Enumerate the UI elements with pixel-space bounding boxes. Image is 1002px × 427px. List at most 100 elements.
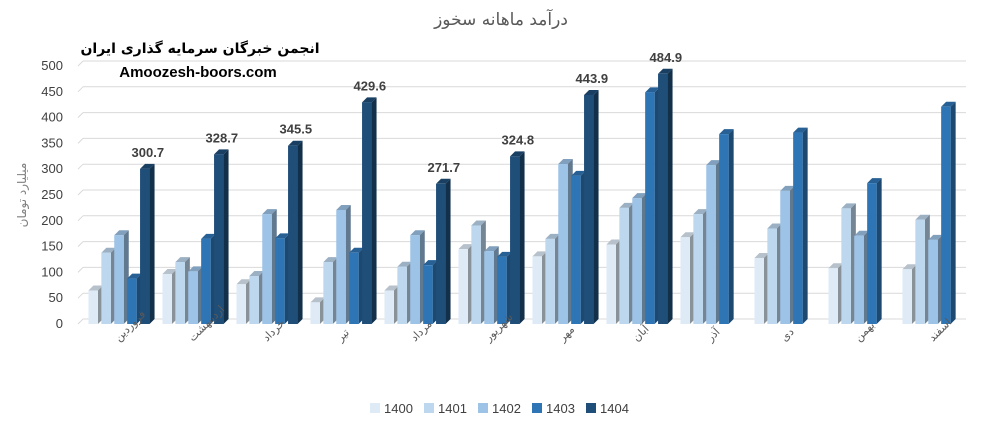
bar (423, 260, 438, 324)
bar (902, 264, 917, 324)
gridline (77, 241, 84, 247)
y-tick-label: 500 (41, 58, 63, 73)
legend-item: 1400 (370, 401, 413, 416)
bar (915, 214, 930, 324)
bar (310, 297, 325, 324)
bar (484, 246, 499, 324)
data-label: 300.7 (132, 145, 165, 160)
bar (262, 209, 277, 324)
x-tick-label: آذر (703, 324, 724, 345)
y-tick-label: 350 (41, 135, 63, 150)
legend-label: 1400 (384, 401, 413, 416)
bar (841, 203, 856, 324)
chart-title: درآمد ماهانه سخوز (433, 8, 568, 30)
bar (384, 285, 399, 324)
y-tick-label: 0 (56, 316, 63, 331)
bar (693, 209, 708, 324)
bar (236, 279, 251, 324)
legend-item: 1401 (424, 401, 467, 416)
bar (706, 160, 721, 324)
bar (532, 251, 547, 324)
bar (680, 232, 695, 324)
bar (323, 257, 338, 324)
bar (188, 266, 203, 324)
y-tick-label: 450 (41, 84, 63, 99)
bar (397, 261, 412, 324)
legend-label: 1404 (600, 401, 629, 416)
bar (606, 239, 621, 324)
bar (767, 223, 782, 324)
bar (928, 234, 943, 324)
legend-swatch (532, 403, 542, 413)
gridline (77, 138, 84, 144)
bar (941, 101, 956, 324)
data-label: 328.7 (206, 130, 239, 145)
gridline (77, 292, 84, 299)
bar (249, 271, 264, 324)
data-labels: 300.7 328.7 345.5 429.6 271.7 324.8 443.9 484.9 (132, 50, 683, 175)
gridline (77, 267, 84, 273)
bar (854, 230, 869, 324)
legend-swatch (424, 403, 434, 413)
bar (510, 151, 525, 324)
data-label: 345.5 (280, 122, 313, 137)
gridline (77, 60, 84, 67)
y-tick-label: 400 (41, 110, 63, 125)
data-label: 324.8 (502, 132, 535, 147)
x-tick-label: دی (778, 325, 797, 344)
legend-label: 1401 (438, 401, 467, 416)
y-tick-label: 150 (41, 239, 63, 254)
legend-label: 1403 (546, 401, 575, 416)
bar (780, 185, 795, 324)
legend: 1400 1401 1402 1403 1404 (370, 401, 629, 416)
bar (140, 163, 155, 324)
bar (410, 230, 425, 324)
bar (436, 178, 451, 324)
bar (658, 68, 673, 325)
y-axis-ticks: 0 50 100 150 200 250 300 350 400 450 500 (41, 58, 63, 331)
bar (619, 202, 634, 324)
bar (867, 178, 882, 324)
watermark-org-name: انجمن خبرگان سرمایه گذاری ایران (80, 40, 319, 57)
bar (275, 233, 290, 324)
bar (214, 149, 229, 324)
y-tick-label: 250 (41, 187, 63, 202)
bar (828, 263, 843, 324)
bar (101, 247, 116, 324)
legend-swatch (370, 403, 380, 413)
bar (162, 268, 177, 324)
gridline (77, 112, 84, 118)
data-label: 443.9 (576, 71, 609, 86)
data-label: 429.6 (354, 78, 387, 93)
bar (114, 230, 129, 324)
bar (754, 252, 769, 324)
y-tick-label: 50 (49, 290, 63, 305)
bar (571, 170, 586, 324)
bar (645, 87, 660, 324)
data-label: 271.7 (428, 160, 461, 175)
legend-label: 1402 (492, 401, 521, 416)
bar (584, 89, 599, 324)
watermark-website: Amoozesh-boors.com (119, 64, 277, 81)
legend-item: 1402 (478, 401, 521, 416)
gridline (77, 215, 84, 222)
bar (349, 247, 364, 324)
data-label: 484.9 (650, 50, 683, 65)
bar (545, 233, 560, 324)
bar (458, 244, 473, 324)
y-axis-label: میلیارد تومان (15, 163, 30, 228)
bar (793, 127, 808, 325)
legend-swatch (478, 403, 488, 413)
x-tick-label: آبان (629, 321, 652, 344)
bar (288, 140, 303, 324)
bar (175, 257, 190, 324)
legend-item: 1403 (532, 401, 575, 416)
bar (632, 193, 647, 324)
gridline (77, 86, 84, 93)
legend-item: 1404 (586, 401, 629, 416)
legend-swatch (586, 403, 596, 413)
x-tick-label: تیر (333, 326, 352, 345)
gridline (77, 163, 84, 170)
gridline (77, 318, 84, 325)
